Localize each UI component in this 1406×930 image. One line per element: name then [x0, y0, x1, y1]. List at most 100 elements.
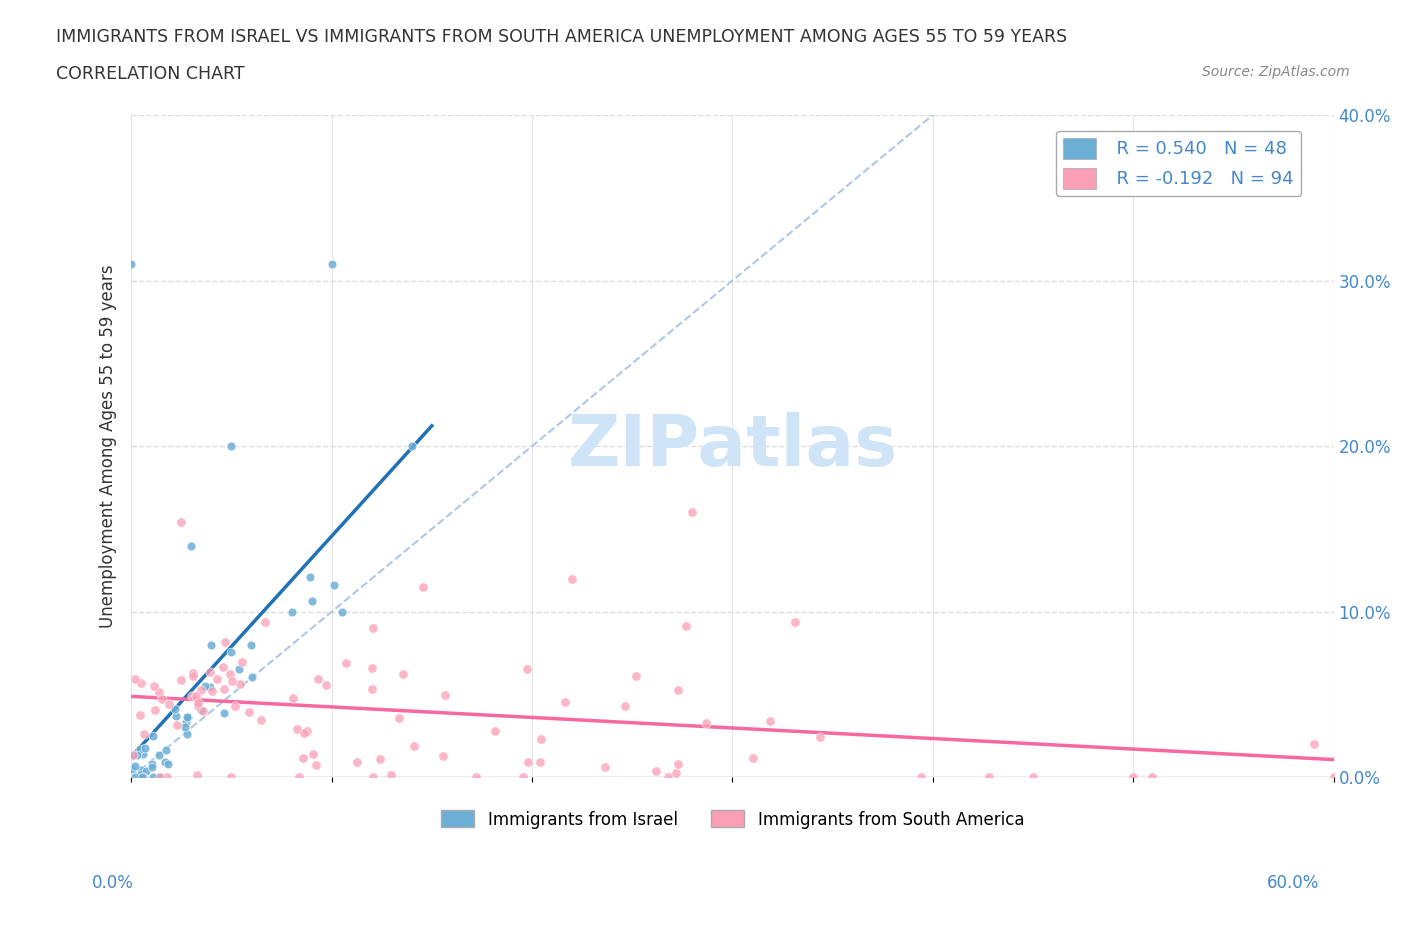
- Point: [176, 726, 198, 741]
- Point: [305, 757, 328, 772]
- Point: [122, 747, 145, 762]
- Point: [207, 671, 229, 686]
- Point: [221, 673, 243, 688]
- Text: 60.0%: 60.0%: [1267, 874, 1320, 892]
- Point: [433, 688, 456, 703]
- Point: [315, 677, 337, 692]
- Point: [281, 691, 304, 706]
- Point: [401, 439, 423, 454]
- Point: [910, 770, 932, 785]
- Point: [122, 748, 145, 763]
- Point: [240, 669, 263, 684]
- Point: [307, 671, 329, 686]
- Point: [330, 604, 353, 619]
- Point: [299, 569, 322, 584]
- Point: [141, 760, 163, 775]
- Point: [148, 684, 170, 699]
- Point: [131, 763, 153, 777]
- Point: [231, 654, 253, 669]
- Point: [124, 759, 146, 774]
- Point: [484, 724, 506, 738]
- Point: [370, 751, 392, 766]
- Point: [214, 682, 236, 697]
- Point: [177, 710, 200, 724]
- Point: [517, 754, 540, 769]
- Point: [675, 618, 697, 633]
- Point: [155, 754, 177, 769]
- Point: [280, 604, 302, 619]
- Text: 0.0%: 0.0%: [91, 874, 134, 892]
- Point: [758, 713, 780, 728]
- Point: [1022, 770, 1045, 785]
- Point: [142, 728, 165, 743]
- Point: [561, 571, 583, 586]
- Point: [200, 680, 222, 695]
- Point: [187, 698, 209, 713]
- Point: [1140, 770, 1163, 785]
- Point: [180, 689, 202, 704]
- Point: [143, 702, 166, 717]
- Point: [228, 661, 250, 676]
- Point: [200, 637, 222, 652]
- Point: [156, 757, 179, 772]
- Point: [1122, 770, 1144, 785]
- Point: [530, 732, 553, 747]
- Point: [135, 764, 157, 778]
- Point: [219, 644, 242, 659]
- Point: [295, 724, 318, 738]
- Point: [292, 751, 315, 765]
- Point: [131, 766, 153, 781]
- Point: [979, 770, 1001, 785]
- Point: [529, 755, 551, 770]
- Point: [292, 726, 315, 741]
- Point: [335, 656, 357, 671]
- Point: [322, 578, 344, 592]
- Point: [180, 538, 202, 553]
- Point: [644, 764, 666, 778]
- Point: [392, 667, 415, 682]
- Point: [254, 615, 277, 630]
- Point: [219, 667, 242, 682]
- Point: [666, 757, 689, 772]
- Point: [465, 770, 488, 785]
- Point: [127, 748, 149, 763]
- Point: [132, 770, 155, 785]
- Point: [141, 756, 163, 771]
- Point: [170, 673, 193, 688]
- Point: [512, 770, 534, 785]
- Point: [657, 770, 679, 785]
- Point: [150, 691, 173, 706]
- Point: [134, 741, 156, 756]
- Point: [143, 679, 166, 694]
- Point: [624, 669, 647, 684]
- Point: [165, 709, 187, 724]
- Point: [388, 711, 411, 726]
- Point: [221, 439, 243, 454]
- Point: [157, 697, 180, 711]
- Point: [174, 714, 197, 729]
- Point: [142, 770, 165, 785]
- Point: [595, 759, 617, 774]
- Point: [402, 738, 425, 753]
- Point: [194, 678, 217, 693]
- Point: [187, 696, 209, 711]
- Point: [301, 593, 323, 608]
- Point: [695, 715, 717, 730]
- Point: [229, 677, 252, 692]
- Point: [250, 712, 273, 727]
- Point: [198, 664, 221, 679]
- Point: [132, 726, 155, 741]
- Text: CORRELATION CHART: CORRELATION CHART: [56, 65, 245, 83]
- Point: [129, 708, 152, 723]
- Point: [149, 770, 172, 785]
- Legend: Immigrants from Israel, Immigrants from South America: Immigrants from Israel, Immigrants from …: [434, 804, 1031, 835]
- Point: [301, 747, 323, 762]
- Y-axis label: Unemployment Among Ages 55 to 59 years: Unemployment Among Ages 55 to 59 years: [100, 264, 117, 628]
- Point: [183, 665, 205, 680]
- Point: [666, 683, 689, 698]
- Point: [176, 710, 198, 724]
- Point: [224, 698, 246, 713]
- Point: [129, 742, 152, 757]
- Point: [212, 659, 235, 674]
- Point: [360, 660, 382, 675]
